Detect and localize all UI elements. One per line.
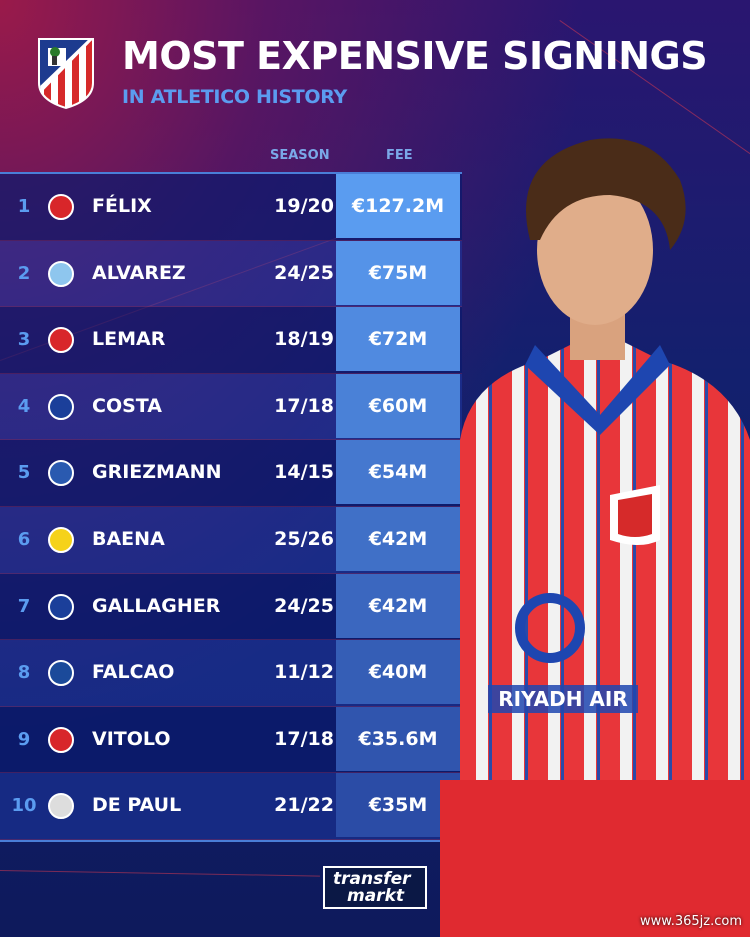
fee: €54M <box>336 440 460 505</box>
villarreal-crest-icon <box>48 526 74 553</box>
table-row: 6 BAENA 25/26 €42M <box>0 506 462 574</box>
page-title: MOST EXPENSIVE SIGNINGS <box>122 34 708 78</box>
player-name: COSTA <box>92 394 162 417</box>
season: 21/22 <box>274 794 334 817</box>
player-name: VITOLO <box>92 727 171 750</box>
table-row: 1 FÉLIX 19/20 €127.2M <box>0 174 462 241</box>
real-sociedad-crest-icon <box>48 460 74 487</box>
player-name: GALLAGHER <box>92 594 221 617</box>
table-row: 2 ALVAREZ 24/25 €75M <box>0 240 462 308</box>
rank: 7 <box>17 595 31 617</box>
fee: €42M <box>336 506 460 571</box>
rank: 10 <box>11 795 37 817</box>
rank: 9 <box>17 728 31 750</box>
watermark: www.365jz.com <box>640 914 742 929</box>
benfica-crest-icon <box>48 194 74 220</box>
rank: 1 <box>17 196 31 217</box>
rank: 2 <box>17 262 31 284</box>
season: 14/15 <box>274 461 334 484</box>
player-name: GRIEZMANN <box>92 461 222 484</box>
fee: €60M <box>336 373 460 438</box>
table-row: 8 FALCAO 11/12 €40M <box>0 640 462 707</box>
season: 24/25 <box>274 594 334 617</box>
rank: 4 <box>17 395 31 417</box>
porto-crest-icon <box>48 660 74 687</box>
rank: 3 <box>17 329 31 351</box>
rank: 5 <box>17 462 31 484</box>
sevilla-crest-icon <box>48 726 74 753</box>
logo-line2: markt <box>347 886 405 906</box>
fee: €42M <box>336 573 460 638</box>
table-row: 4 COSTA 17/18 €60M <box>0 373 462 441</box>
player-name: FALCAO <box>92 661 175 684</box>
season: 25/26 <box>274 527 334 550</box>
signings-table: 1 FÉLIX 19/20 €127.2M 2 ALVAREZ 24/25 €75… <box>0 172 462 842</box>
fee: €35.6M <box>336 706 460 771</box>
svg-text:RIYADH AIR: RIYADH AIR <box>498 687 628 711</box>
table-row: 9 VITOLO 17/18 €35.6M <box>0 706 462 774</box>
udinese-crest-icon <box>48 793 74 820</box>
monaco-crest-icon <box>48 327 74 354</box>
chelsea-crest-icon <box>48 393 74 420</box>
fee: €72M <box>336 307 460 372</box>
atletico-crest-icon <box>38 38 94 109</box>
page-subtitle: IN ATLETICO HISTORY <box>122 86 348 108</box>
chelsea-crest-icon <box>48 593 74 620</box>
season: 11/12 <box>274 661 334 684</box>
fee: €127.2M <box>336 174 460 238</box>
logo-line1: transfer <box>333 869 411 889</box>
player-name: ALVAREZ <box>92 261 186 284</box>
table-row: 5 GRIEZMANN 14/15 €54M <box>0 440 462 507</box>
fee: €75M <box>336 240 460 305</box>
season: 18/19 <box>274 328 334 351</box>
season: 17/18 <box>274 727 334 750</box>
table-row: 3 LEMAR 18/19 €72M <box>0 307 462 374</box>
fee: €40M <box>336 640 460 705</box>
man-city-crest-icon <box>48 260 74 287</box>
season: 17/18 <box>274 394 334 417</box>
rank: 6 <box>17 528 31 550</box>
transfermarkt-logo: transfer markt <box>323 866 427 909</box>
column-header-fee: FEE <box>386 148 413 163</box>
rank: 8 <box>17 662 31 684</box>
fee: €35M <box>336 773 460 838</box>
player-name: FÉLIX <box>92 195 152 217</box>
player-photo: RIYADH AIR <box>440 138 750 937</box>
player-name: DE PAUL <box>92 794 182 817</box>
player-name: LEMAR <box>92 328 166 351</box>
player-name: BAENA <box>92 527 165 550</box>
column-header-season: SEASON <box>270 148 330 163</box>
table-row: 7 GALLAGHER 24/25 €42M <box>0 573 462 641</box>
season: 24/25 <box>274 261 334 284</box>
season: 19/20 <box>274 195 334 217</box>
table-row: 10 DE PAUL 21/22 €35M <box>0 773 462 840</box>
